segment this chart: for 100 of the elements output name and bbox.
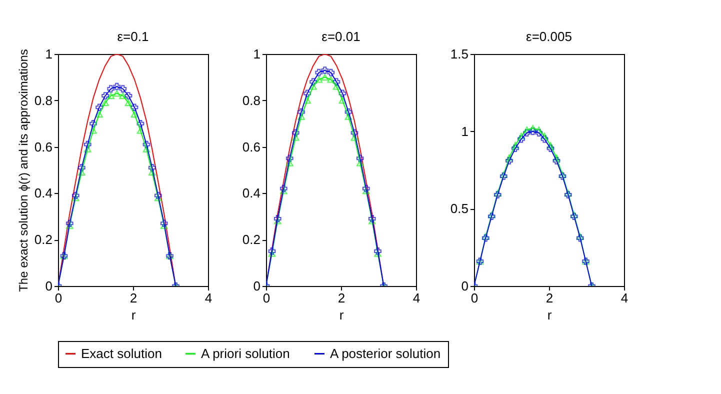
point: [315, 68, 323, 76]
point: [518, 132, 525, 140]
point: [540, 132, 548, 140]
y-axis-title: The exact solution ϕ(r) and its approximations: [16, 49, 30, 292]
point: [546, 142, 554, 148]
point: [535, 129, 543, 137]
point: [298, 108, 305, 116]
point: [356, 154, 364, 162]
point: [90, 127, 97, 134]
point: [332, 83, 340, 90]
point: [356, 160, 364, 166]
point: [523, 129, 531, 137]
point: [280, 184, 288, 192]
point: [344, 108, 352, 116]
point: [552, 157, 560, 164]
point: [310, 83, 317, 90]
point: [96, 104, 103, 112]
point: [362, 184, 370, 192]
point: [506, 154, 513, 161]
point: [327, 76, 335, 83]
point: [344, 113, 352, 120]
point: [552, 154, 560, 161]
y-tick-label: 0.5: [450, 201, 468, 216]
x-tick-label: 4: [620, 290, 628, 306]
point: [90, 120, 97, 128]
point: [304, 97, 311, 104]
x-tick-label: 0: [470, 290, 478, 306]
x-tick-label: 4: [412, 290, 420, 306]
point: [136, 127, 144, 134]
point: [119, 85, 127, 92]
chart-title: ε=0.1: [117, 29, 149, 44]
point: [136, 120, 144, 128]
x-tick-label: 2: [546, 290, 554, 306]
y-tick-label: 0: [461, 278, 468, 294]
legend-label: A priori solution: [201, 346, 290, 361]
point: [321, 66, 329, 74]
point: [286, 160, 294, 166]
y-tick-label: 0.2: [34, 232, 52, 248]
point: [78, 164, 86, 172]
x-tick-label: 2: [338, 290, 346, 306]
y-tick-label: 0.6: [34, 139, 52, 154]
point: [124, 99, 132, 106]
point: [374, 250, 382, 257]
point: [292, 129, 300, 137]
point: [321, 74, 329, 80]
point: [102, 92, 109, 100]
x-tick-label: 4: [204, 290, 212, 306]
point: [292, 134, 300, 141]
point: [119, 92, 127, 99]
point: [66, 222, 74, 229]
point: [286, 154, 294, 162]
x-tick-label: 2: [130, 290, 138, 306]
point: [113, 90, 121, 97]
point: [362, 188, 370, 194]
point: [268, 250, 276, 257]
point: [84, 140, 92, 148]
y-tick-label: 0: [45, 278, 52, 294]
y-tick-label: 1.5: [450, 46, 468, 62]
y-tick-label: 1: [461, 124, 468, 139]
point: [78, 169, 86, 176]
point: [518, 135, 525, 143]
point: [512, 142, 519, 148]
x-axis-title: r: [339, 308, 344, 322]
point: [315, 76, 323, 83]
y-tick-label: 0.4: [242, 186, 260, 201]
point: [332, 78, 340, 86]
y-tick-label: 0.8: [242, 92, 260, 108]
point: [72, 192, 80, 200]
point: [298, 113, 305, 120]
y-tick-label: 0.6: [242, 139, 260, 154]
y-tick-label: 0: [253, 278, 260, 294]
x-axis-title: r: [547, 308, 552, 322]
y-tick-label: 0.4: [34, 186, 52, 201]
point: [304, 90, 311, 98]
point: [535, 126, 543, 134]
point: [546, 144, 554, 152]
point: [72, 194, 80, 202]
y-tick-label: 0.8: [34, 92, 52, 108]
point: [368, 218, 376, 224]
point: [506, 157, 513, 164]
chart-title: ε=0.01: [322, 29, 360, 44]
point: [338, 97, 346, 104]
x-tick-label: 0: [54, 290, 62, 306]
point: [154, 194, 162, 202]
y-tick-label: 1: [45, 46, 52, 62]
point: [148, 164, 156, 172]
point: [280, 188, 288, 194]
point: [523, 126, 531, 134]
point: [113, 82, 121, 90]
point: [130, 111, 138, 118]
point: [107, 85, 115, 92]
point: [350, 134, 358, 141]
point: [154, 192, 162, 200]
point: [102, 99, 109, 106]
point: [274, 218, 282, 224]
y-tick-label: 0.2: [242, 232, 260, 248]
point: [512, 144, 519, 152]
point: [130, 104, 138, 112]
point: [84, 146, 92, 152]
point: [310, 78, 317, 86]
